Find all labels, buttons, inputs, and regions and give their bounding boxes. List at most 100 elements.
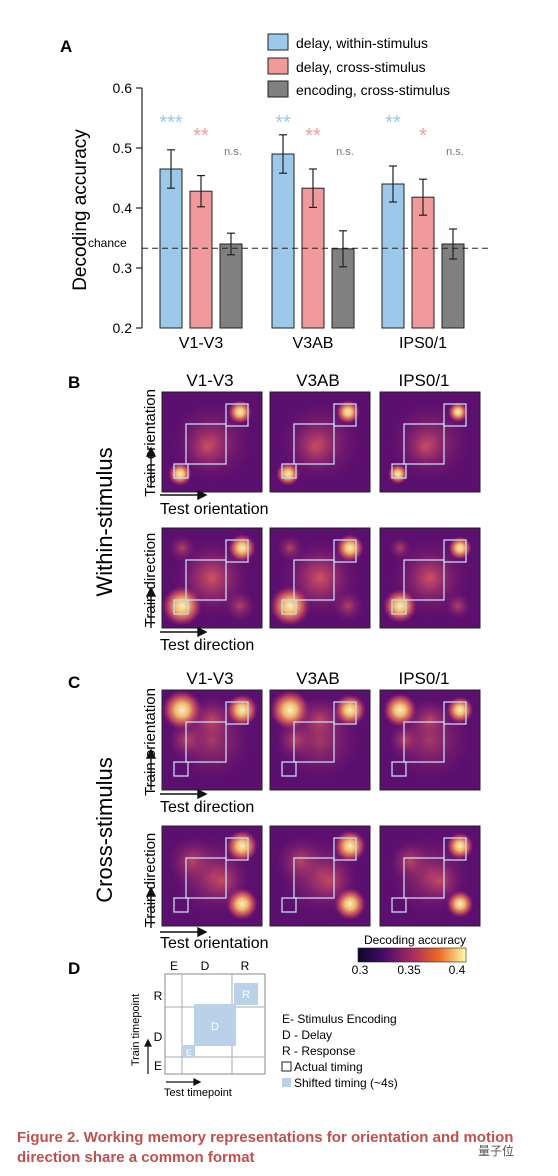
y-axis-label: Decoding accuracy: [70, 129, 91, 291]
colorbar-tick-2: 0.35: [397, 963, 421, 977]
y-tick-label: 0.2: [113, 320, 133, 336]
y-tick-label: 0.4: [113, 200, 133, 216]
box-response: [234, 983, 258, 1005]
heatmap-tile: [161, 825, 263, 927]
heatmap-tile: [379, 825, 481, 927]
y-tick-label: 0.3: [113, 260, 133, 276]
panel-b-col-ips: IPS0/1: [398, 371, 449, 390]
significance-label: **: [385, 112, 401, 134]
y-tick-label: 0.5: [113, 140, 133, 156]
panel-c-row2-xlabel: Test orientation: [160, 935, 269, 952]
colorbar-tick-1: 0.3: [352, 963, 369, 977]
actual-timing-label: Actual timing: [294, 1060, 363, 1074]
timing-legend: E- Stimulus Encoding D - Delay R - Respo…: [281, 1012, 398, 1090]
panel-c-col-ips: IPS0/1: [398, 669, 449, 688]
top-label-r: R: [241, 959, 250, 973]
bar: [219, 243, 243, 329]
heatmap-tile: [269, 825, 371, 927]
legend-encoding: E- Stimulus Encoding: [282, 1012, 397, 1026]
bar: [301, 187, 325, 329]
panel-c-columns: V1-V3 V3AB IPS0/1: [186, 669, 449, 688]
bar: [381, 183, 405, 329]
panel-c-side-label: Cross-stimulus: [92, 757, 117, 902]
bar-legend: delay, within-stimulus delay, cross-stim…: [267, 33, 450, 98]
heatmap-tile: [269, 689, 371, 791]
panel-label-a: A: [60, 37, 72, 56]
legend-response: R - Response: [282, 1044, 356, 1058]
panel-c-row1-xlabel: Test direction: [160, 799, 254, 816]
panel-b-row1-xlabel: Test orientation: [160, 501, 269, 518]
panel-b-row2-ylabel: Train direction: [142, 533, 159, 627]
heatmap-tile: [161, 391, 263, 493]
significance-label: n.s.: [446, 146, 464, 158]
top-label-d: D: [201, 959, 210, 973]
test-timepoint-label: Test timepoint: [164, 1087, 232, 1099]
panel-c-row2-ylabel: Train direction: [142, 833, 159, 927]
box-label-e: E: [186, 1048, 192, 1058]
panel-label-b: B: [68, 373, 80, 392]
panel-b-columns: V1-V3 V3AB IPS0/1: [186, 371, 449, 390]
bar: [411, 196, 435, 329]
colorbar-tick-3: 0.4: [449, 963, 466, 977]
panel-c-row1-ylabel: Train orientation: [142, 688, 159, 796]
panel-b-col-v3ab: V3AB: [296, 371, 339, 390]
heatmap-tile: [379, 527, 481, 629]
box-label-d: D: [211, 1021, 219, 1033]
significance-label: **: [305, 125, 321, 147]
box-delay: [194, 1004, 236, 1046]
figure-caption: Figure 2. Working memory representations…: [17, 1129, 514, 1166]
category-label: V3AB: [293, 335, 334, 352]
category-labels: V1-V3 V3AB IPS0/1: [179, 335, 447, 352]
side-label-e: E: [154, 1059, 162, 1073]
panel-c-col-v3ab: V3AB: [296, 669, 339, 688]
significance-label: n.s.: [336, 146, 354, 158]
legend-label-encoding: encoding, cross-stimulus: [296, 82, 450, 98]
heatmaps: [161, 391, 481, 927]
panel-c-col-v1v3: V1-V3: [186, 669, 233, 688]
panel-b-side-label: Within-stimulus: [92, 447, 117, 596]
heatmap-tile: [379, 391, 481, 493]
significance-label: ***: [159, 112, 183, 134]
heatmap-tile: [269, 527, 371, 629]
bars: *** ** **** ** *n.s. n.s. n.s.: [159, 112, 465, 329]
side-label-d: D: [154, 1030, 163, 1044]
side-label-r: R: [154, 989, 163, 1003]
train-timepoint-label: Train timepoint: [130, 994, 142, 1066]
legend-label-cross: delay, cross-stimulus: [296, 59, 426, 75]
shifted-timing-swatch: [282, 1078, 291, 1087]
panel-b-row2-xlabel: Test direction: [160, 637, 254, 654]
category-label: IPS0/1: [399, 335, 447, 352]
y-tick-label: 0.6: [113, 80, 133, 96]
significance-label: **: [275, 112, 291, 134]
panel-b-col-v1v3: V1-V3: [186, 371, 233, 390]
actual-timing-swatch: [281, 1061, 292, 1072]
chance-label: chance: [88, 236, 127, 250]
watermark: 量子位: [478, 1144, 515, 1158]
heatmap-tile: [379, 689, 481, 791]
heatmap-tile: [269, 391, 371, 493]
y-ticks: 0.2 0.3 0.4 0.5 0.6: [113, 80, 142, 336]
category-label: V1-V3: [179, 335, 224, 352]
heatmap-tile: [161, 527, 263, 629]
legend-swatch-within: [267, 33, 289, 51]
colorbar-gradient: [357, 947, 467, 963]
legend-label-within: delay, within-stimulus: [296, 35, 428, 51]
box-encoding: [183, 1045, 195, 1057]
significance-label: *: [419, 125, 427, 147]
panel-label-d: D: [68, 959, 80, 978]
panel-b-row1-ylabel: Train orientation: [142, 389, 159, 497]
significance-label: n.s.: [224, 146, 242, 158]
top-label-e: E: [170, 959, 178, 973]
y-axis: 0.2 0.3 0.4 0.5 0.6 Decoding accuracy: [70, 80, 143, 336]
shifted-timing-label: Shifted timing (~4s): [294, 1076, 398, 1090]
box-label-r: R: [242, 989, 250, 1001]
panel-label-c: C: [68, 673, 80, 692]
legend-swatch-cross: [267, 57, 289, 75]
colorbar-title: Decoding accuracy: [364, 933, 466, 947]
significance-label: **: [193, 125, 209, 147]
bar: [189, 190, 213, 329]
legend-swatch-encoding: [267, 80, 289, 98]
timing-schematic: R D E E D R R D E Train timepoint Test t…: [130, 959, 266, 1099]
heatmap-tile: [161, 689, 263, 791]
